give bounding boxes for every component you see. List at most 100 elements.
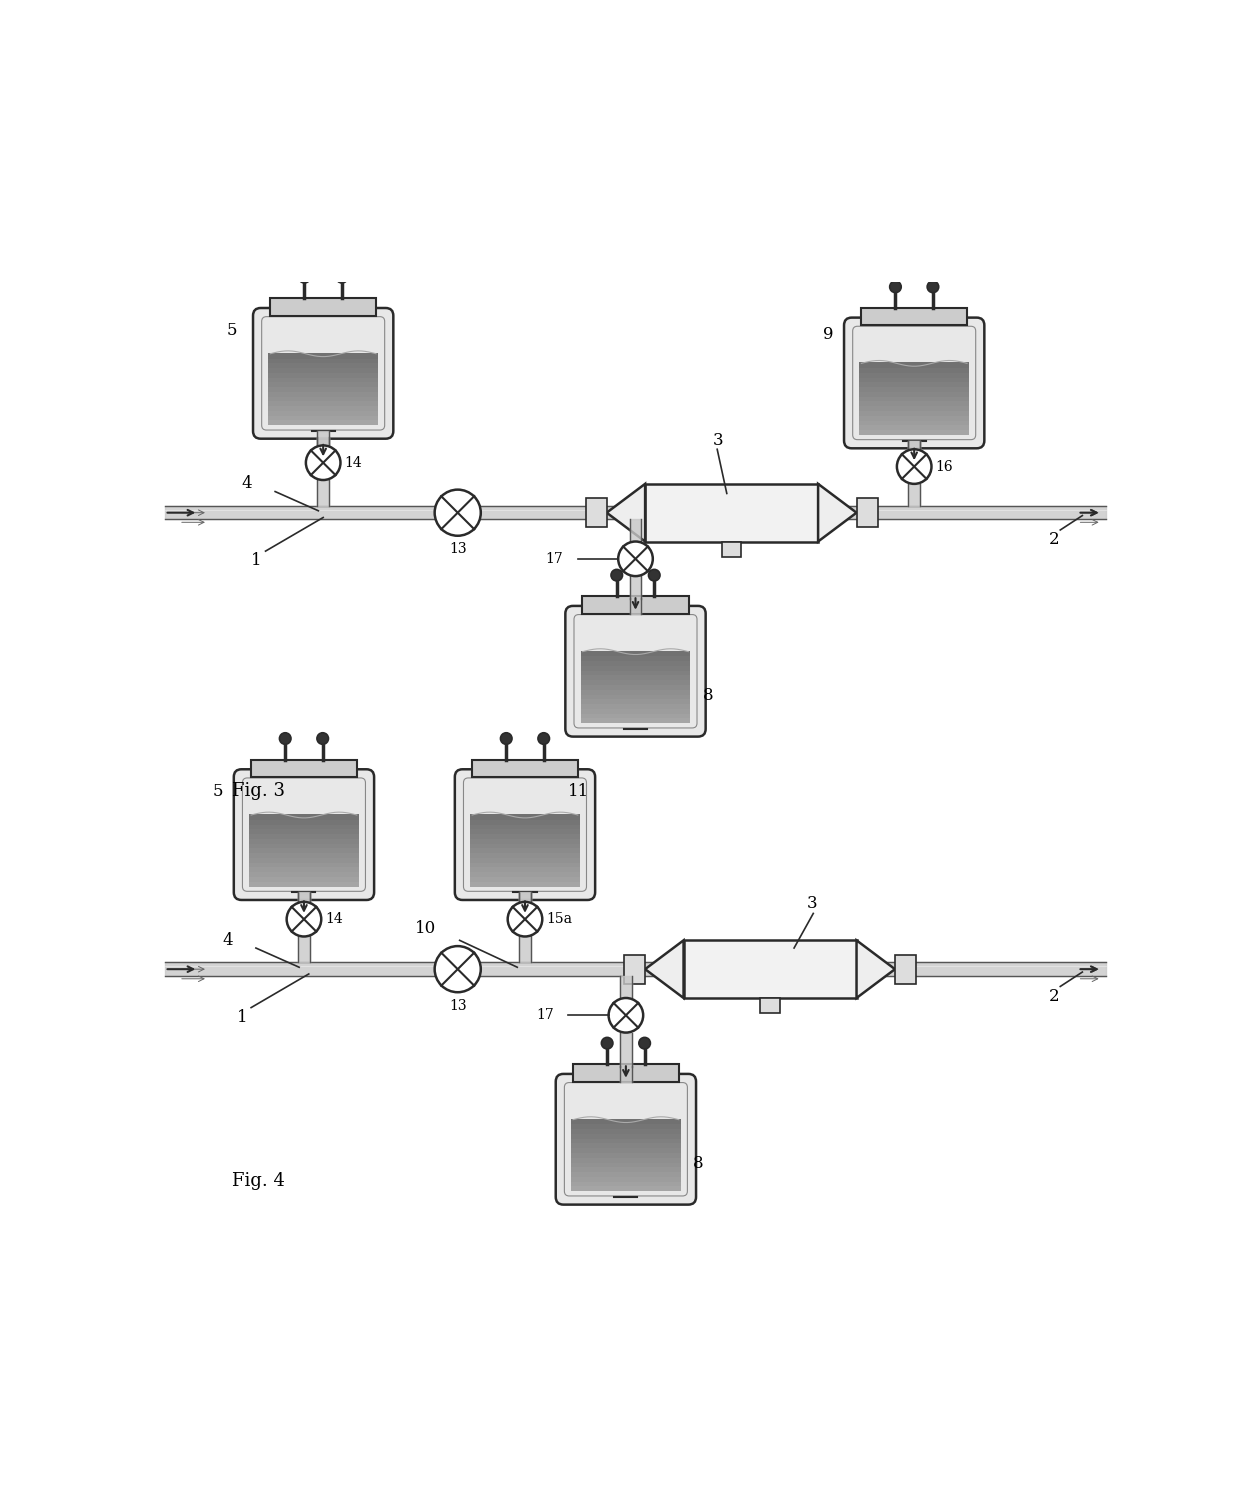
Bar [580, 670, 691, 675]
Polygon shape [818, 483, 857, 542]
Bar [580, 675, 691, 680]
Text: 8: 8 [693, 1155, 704, 1172]
Circle shape [279, 732, 291, 744]
Text: 14: 14 [325, 912, 342, 926]
Circle shape [609, 998, 644, 1033]
Text: 9: 9 [823, 326, 833, 343]
Bar [250, 760, 357, 778]
Circle shape [639, 1037, 651, 1049]
Text: 11: 11 [568, 782, 589, 800]
Bar [249, 818, 358, 824]
Bar [268, 382, 378, 387]
FancyBboxPatch shape [234, 769, 374, 900]
Bar [268, 396, 378, 402]
Bar [859, 396, 968, 402]
Text: 10: 10 [414, 920, 435, 938]
Bar [583, 596, 688, 613]
Bar [573, 1065, 680, 1081]
Text: 1: 1 [237, 1009, 247, 1025]
Bar [268, 362, 378, 368]
Circle shape [435, 947, 481, 992]
Bar [580, 704, 691, 708]
Circle shape [435, 489, 481, 536]
Circle shape [501, 732, 512, 744]
Circle shape [619, 542, 652, 577]
Text: 3: 3 [712, 432, 723, 448]
Bar [859, 415, 968, 421]
Bar [580, 660, 691, 666]
Bar [580, 655, 691, 661]
FancyBboxPatch shape [556, 1074, 696, 1205]
Bar [470, 829, 580, 834]
Text: 3: 3 [806, 895, 817, 912]
Bar [572, 1166, 681, 1172]
Circle shape [928, 281, 939, 293]
Text: 1: 1 [250, 553, 262, 569]
Bar [268, 391, 378, 397]
Bar [572, 1137, 681, 1143]
Bar [268, 405, 378, 411]
Bar [249, 814, 358, 820]
Circle shape [286, 901, 321, 936]
Bar [859, 376, 968, 382]
Bar [859, 387, 968, 393]
Bar [268, 367, 378, 373]
FancyBboxPatch shape [253, 308, 393, 439]
Bar [249, 871, 358, 877]
Bar [580, 680, 691, 686]
Bar [249, 838, 358, 844]
Circle shape [538, 732, 549, 744]
Bar [572, 1176, 681, 1182]
Bar [249, 852, 358, 858]
Bar [859, 429, 968, 435]
Text: 13: 13 [449, 998, 466, 1013]
Bar [572, 1143, 681, 1148]
Text: 5: 5 [213, 782, 223, 800]
Bar [470, 862, 580, 867]
Bar [470, 814, 580, 820]
Bar [572, 1181, 681, 1187]
Bar [859, 424, 968, 430]
Bar [580, 689, 691, 695]
Circle shape [336, 272, 347, 282]
FancyBboxPatch shape [565, 606, 706, 737]
Bar [270, 299, 376, 316]
Bar [572, 1152, 681, 1158]
Bar [645, 483, 818, 542]
Polygon shape [857, 941, 895, 998]
Bar [760, 998, 780, 1013]
Bar [470, 858, 580, 862]
Bar [895, 954, 916, 983]
Circle shape [507, 901, 542, 936]
Bar [249, 843, 358, 849]
Bar [268, 415, 378, 420]
Bar [249, 862, 358, 867]
Bar [249, 880, 358, 886]
Text: 4: 4 [242, 476, 252, 492]
Bar [683, 941, 857, 998]
Bar [580, 708, 691, 714]
Bar [249, 858, 358, 862]
Circle shape [306, 445, 341, 480]
Text: 2: 2 [1049, 532, 1059, 548]
Bar [268, 400, 378, 406]
Circle shape [601, 1037, 613, 1049]
Text: 17: 17 [536, 1009, 554, 1022]
Bar [572, 1185, 681, 1191]
Bar [268, 376, 378, 382]
Text: 13: 13 [449, 542, 466, 556]
Circle shape [649, 569, 660, 581]
Bar [249, 829, 358, 834]
Circle shape [889, 281, 901, 293]
Bar [572, 1148, 681, 1154]
Text: 4: 4 [222, 932, 233, 948]
Bar [580, 713, 691, 719]
Text: 17: 17 [546, 551, 563, 566]
Bar [470, 880, 580, 886]
Bar [572, 1172, 681, 1176]
Circle shape [317, 732, 329, 744]
Bar [470, 867, 580, 873]
Bar [268, 411, 378, 415]
Bar [722, 542, 742, 557]
Bar [580, 664, 691, 670]
